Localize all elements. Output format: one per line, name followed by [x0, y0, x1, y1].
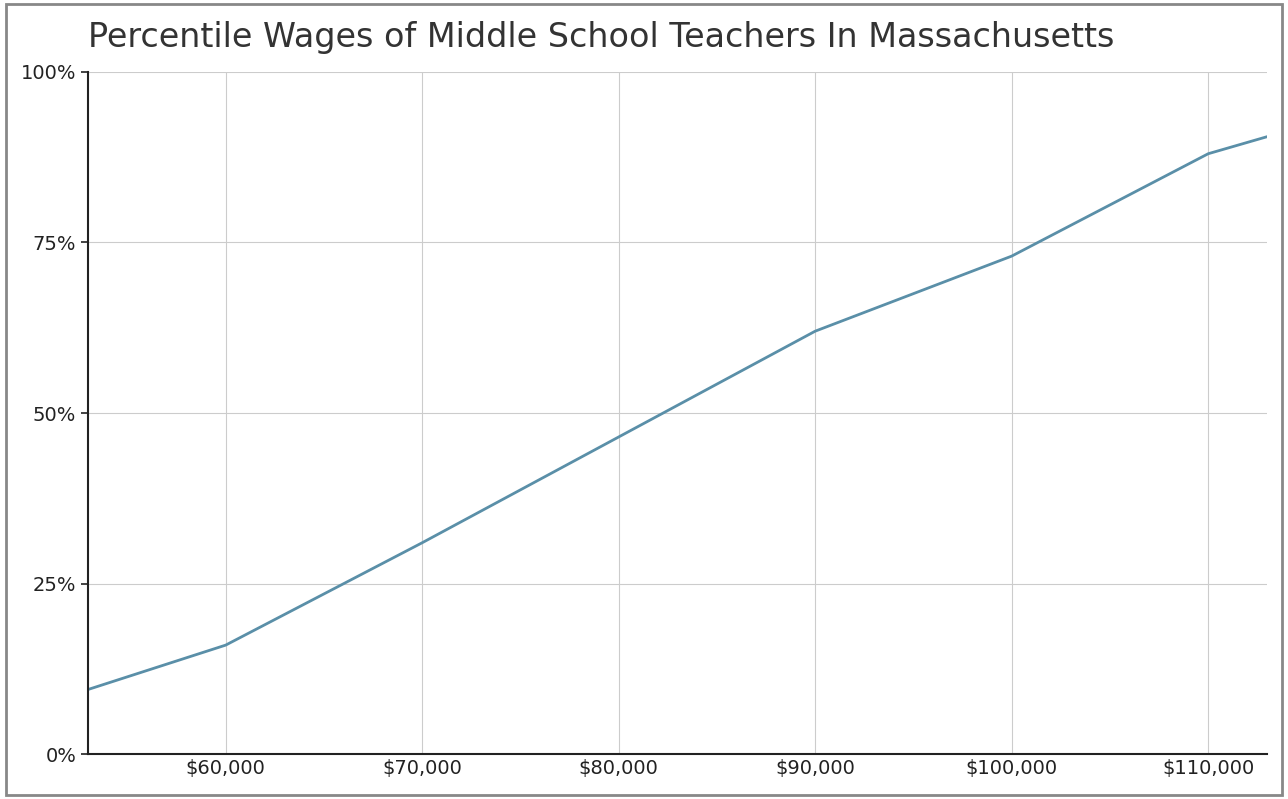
Text: Percentile Wages of Middle School Teachers In Massachusetts: Percentile Wages of Middle School Teache…: [88, 21, 1114, 54]
